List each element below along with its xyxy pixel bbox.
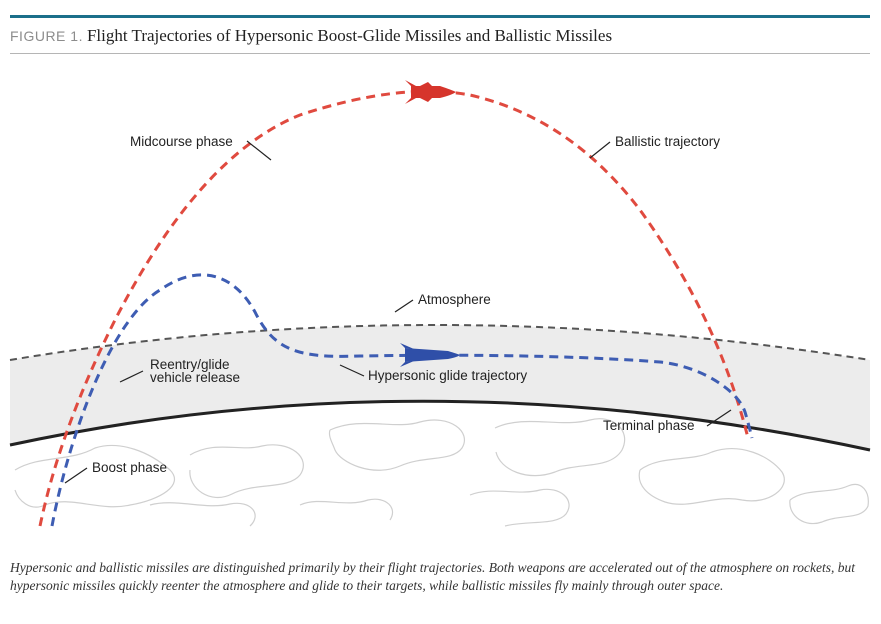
figure-header: FIGURE 1. Flight Trajectories of Hyperso… (10, 26, 870, 52)
ballistic-trajectory-label: Ballistic trajectory (615, 134, 720, 149)
midcourse-phase-label: Midcourse phase (130, 134, 233, 149)
reentry-glide-label-line2: vehicle release (150, 370, 240, 385)
atmosphere-label: Atmosphere (418, 292, 491, 307)
ballistic-missile-icon (405, 80, 456, 104)
label-leader-lines (64, 140, 732, 484)
figure-caption: Hypersonic and ballistic missiles are di… (10, 560, 856, 593)
trajectory-diagram: Midcourse phase Ballistic trajectory Atm… (0, 56, 881, 534)
figure-title: Flight Trajectories of Hypersonic Boost-… (86, 26, 613, 45)
reentry-glide-label-line1: Reentry/glide (150, 357, 230, 372)
earth-surface-line (9, 399, 871, 452)
hypersonic-glide-vehicle-icon (400, 343, 460, 367)
title-divider (10, 53, 870, 54)
boost-phase-label: Boost phase (92, 460, 167, 475)
top-accent-rule (10, 15, 870, 18)
land-outlines (14, 418, 869, 527)
ballistic-trajectory-path (38, 89, 750, 527)
terminal-phase-label: Terminal phase (603, 418, 695, 433)
atmosphere-band (10, 325, 870, 450)
hypersonic-glide-trajectory-path (50, 273, 754, 527)
figure-number: FIGURE 1. (10, 28, 83, 44)
hypersonic-glide-trajectory-label: Hypersonic glide trajectory (368, 368, 527, 383)
atmosphere-boundary (9, 324, 871, 361)
